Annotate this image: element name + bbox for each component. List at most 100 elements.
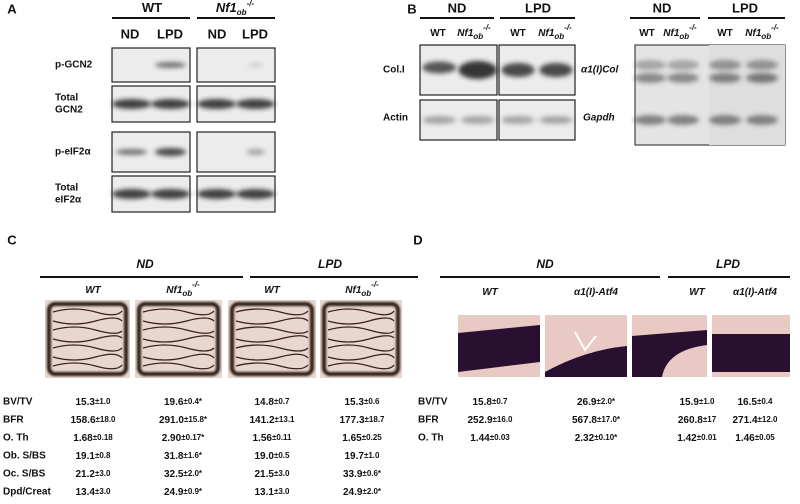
cell-mean: 252.9 (468, 415, 493, 426)
bone-tissue (712, 334, 790, 372)
genotype-sup: -/- (771, 23, 779, 32)
genotype-name: Nf1 (216, 0, 237, 15)
cell-mean: 31.8 (164, 451, 184, 462)
trabecula (327, 362, 395, 370)
trabecula (52, 344, 123, 352)
cell-mean: 19.7 (345, 451, 365, 462)
table-cell: 1.42±0.01 (677, 433, 717, 444)
cell-sd: ±0.10* (594, 433, 618, 442)
bone-tissue (545, 346, 627, 377)
trabecula (235, 317, 309, 325)
cell-mean: 21.2 (76, 469, 96, 480)
table-cell: 21.5±3.0 (255, 469, 291, 480)
cell-sd: ±0.9* (183, 487, 203, 496)
group-label: LPD (732, 0, 758, 15)
genotype-sup: -/- (192, 280, 200, 289)
genotype-name: Nf1 (166, 285, 183, 296)
trabecula (327, 317, 395, 325)
cell-mean: 26.9 (577, 397, 597, 408)
genotype-label: Nf1ob-/- (457, 23, 491, 41)
table-cell: 14.8±0.7 (255, 397, 291, 408)
table-cell: 15.3±1.0 (76, 397, 112, 408)
blot-band (667, 60, 699, 70)
cell-mean: 19.6 (164, 397, 184, 408)
group-label: ND (136, 257, 154, 271)
genotype-label: α1(I)-Atf4 (574, 287, 618, 298)
panel-label: A (7, 1, 17, 16)
cell-sd: ±1.0 (699, 397, 715, 406)
cell-sd: ±0.03 (490, 433, 511, 442)
blot-band (151, 99, 190, 109)
cell-mean: 15.3 (345, 397, 365, 408)
cell-sd: ±3.0 (95, 487, 111, 496)
genotype-label: Nf1ob-/- (745, 23, 779, 41)
table-cell: 24.9±0.9* (164, 487, 203, 498)
genotype-name: α1(I)-Atf4 (733, 287, 777, 298)
blot-band (709, 73, 741, 83)
row-label: BV/TV (418, 397, 448, 408)
table-cell: 24.9±2.0* (343, 487, 382, 498)
genotype-label: Nf1ob-/- (345, 280, 379, 298)
row-label: GCN2 (55, 105, 83, 116)
cell-mean: 15.9 (680, 397, 700, 408)
genotype-name: WT (689, 287, 705, 298)
arrowhead (574, 331, 597, 352)
genotype-name: WT (85, 285, 101, 296)
trabecula (235, 353, 309, 361)
genotype-label: WT (639, 28, 655, 39)
genotype-label: α1(I)-Atf4 (733, 287, 777, 298)
trabecula (235, 344, 309, 352)
trabecula (142, 326, 215, 334)
row-label: Actin (383, 113, 408, 124)
cell-sd: ±0.4 (757, 397, 773, 406)
histology-image (320, 300, 402, 378)
table-cell: 1.56±0.11 (253, 433, 293, 444)
cell-sd: ±2.0* (596, 397, 616, 406)
blot-band (197, 99, 236, 109)
genotype-sub: ob (761, 32, 771, 41)
genotype-name: Nf1 (538, 28, 555, 39)
row-label: Ob. S/BS (3, 451, 46, 462)
genotype-label: WT (510, 28, 526, 39)
group-label: ND (653, 0, 672, 15)
genotype-label: WT (482, 287, 498, 298)
cell-sd: ±0.4* (183, 397, 203, 406)
cell-sd: ±13.1 (275, 415, 296, 424)
trabecula (327, 353, 395, 361)
cell-mean: 1.56 (253, 433, 273, 444)
cell-sd: ±1.6* (183, 451, 203, 460)
table-cell: 158.6±18.0 (71, 415, 117, 426)
trabecula (327, 344, 395, 352)
table-cell: 15.8±0.7 (473, 397, 509, 408)
blot-image (709, 45, 785, 145)
table-cell: 2.90±0.17* (162, 433, 205, 444)
blot-band (422, 61, 457, 74)
genotype-sub: ob (473, 32, 483, 41)
blot-band (634, 73, 666, 83)
trabecula (327, 335, 395, 343)
trabecula (52, 335, 123, 343)
genotype-name: Nf1 (457, 28, 474, 39)
genotype-name: WT (142, 0, 162, 15)
trabecula (235, 335, 309, 343)
blot-band (539, 116, 573, 124)
genotype-name: Nf1 (663, 28, 680, 39)
trabecula (142, 362, 215, 370)
genotype-label: Nf1ob-/- (538, 23, 572, 41)
table-cell: 271.4±12.0 (733, 415, 779, 426)
cell-mean: 271.4 (733, 415, 758, 426)
cell-mean: 19.1 (76, 451, 96, 462)
blot-band (236, 189, 275, 199)
histology-image (135, 300, 222, 378)
blot-band (667, 73, 699, 83)
cell-sd: ±17.0* (597, 415, 621, 424)
trabecula (52, 308, 123, 316)
cell-sd: ±12.0 (758, 415, 779, 424)
trabecula (142, 344, 215, 352)
genotype-name: Nf1 (345, 285, 362, 296)
blot-band (634, 60, 666, 70)
blot-band (501, 63, 535, 77)
bone-tissue (632, 330, 707, 377)
trabecula (235, 326, 309, 334)
cell-mean: 1.68 (73, 433, 93, 444)
